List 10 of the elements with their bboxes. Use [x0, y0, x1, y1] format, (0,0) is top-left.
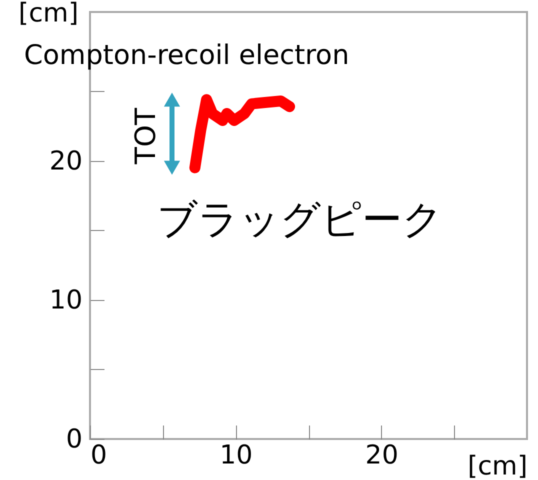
x-tick-label: 20 — [365, 440, 398, 470]
x-axis-title: [cm] — [468, 452, 528, 480]
text: Compton-recoil electron — [24, 40, 350, 71]
x-tick-label: 10 — [220, 440, 253, 470]
x-tick-label: 0 — [90, 440, 108, 470]
y-axis-title: [cm] — [18, 0, 78, 28]
annotation: ブラッグピーク — [157, 197, 443, 243]
y-tick-label: 10 — [49, 285, 82, 316]
annotation: TOT — [129, 106, 162, 166]
y-tick-label: 20 — [49, 146, 82, 176]
